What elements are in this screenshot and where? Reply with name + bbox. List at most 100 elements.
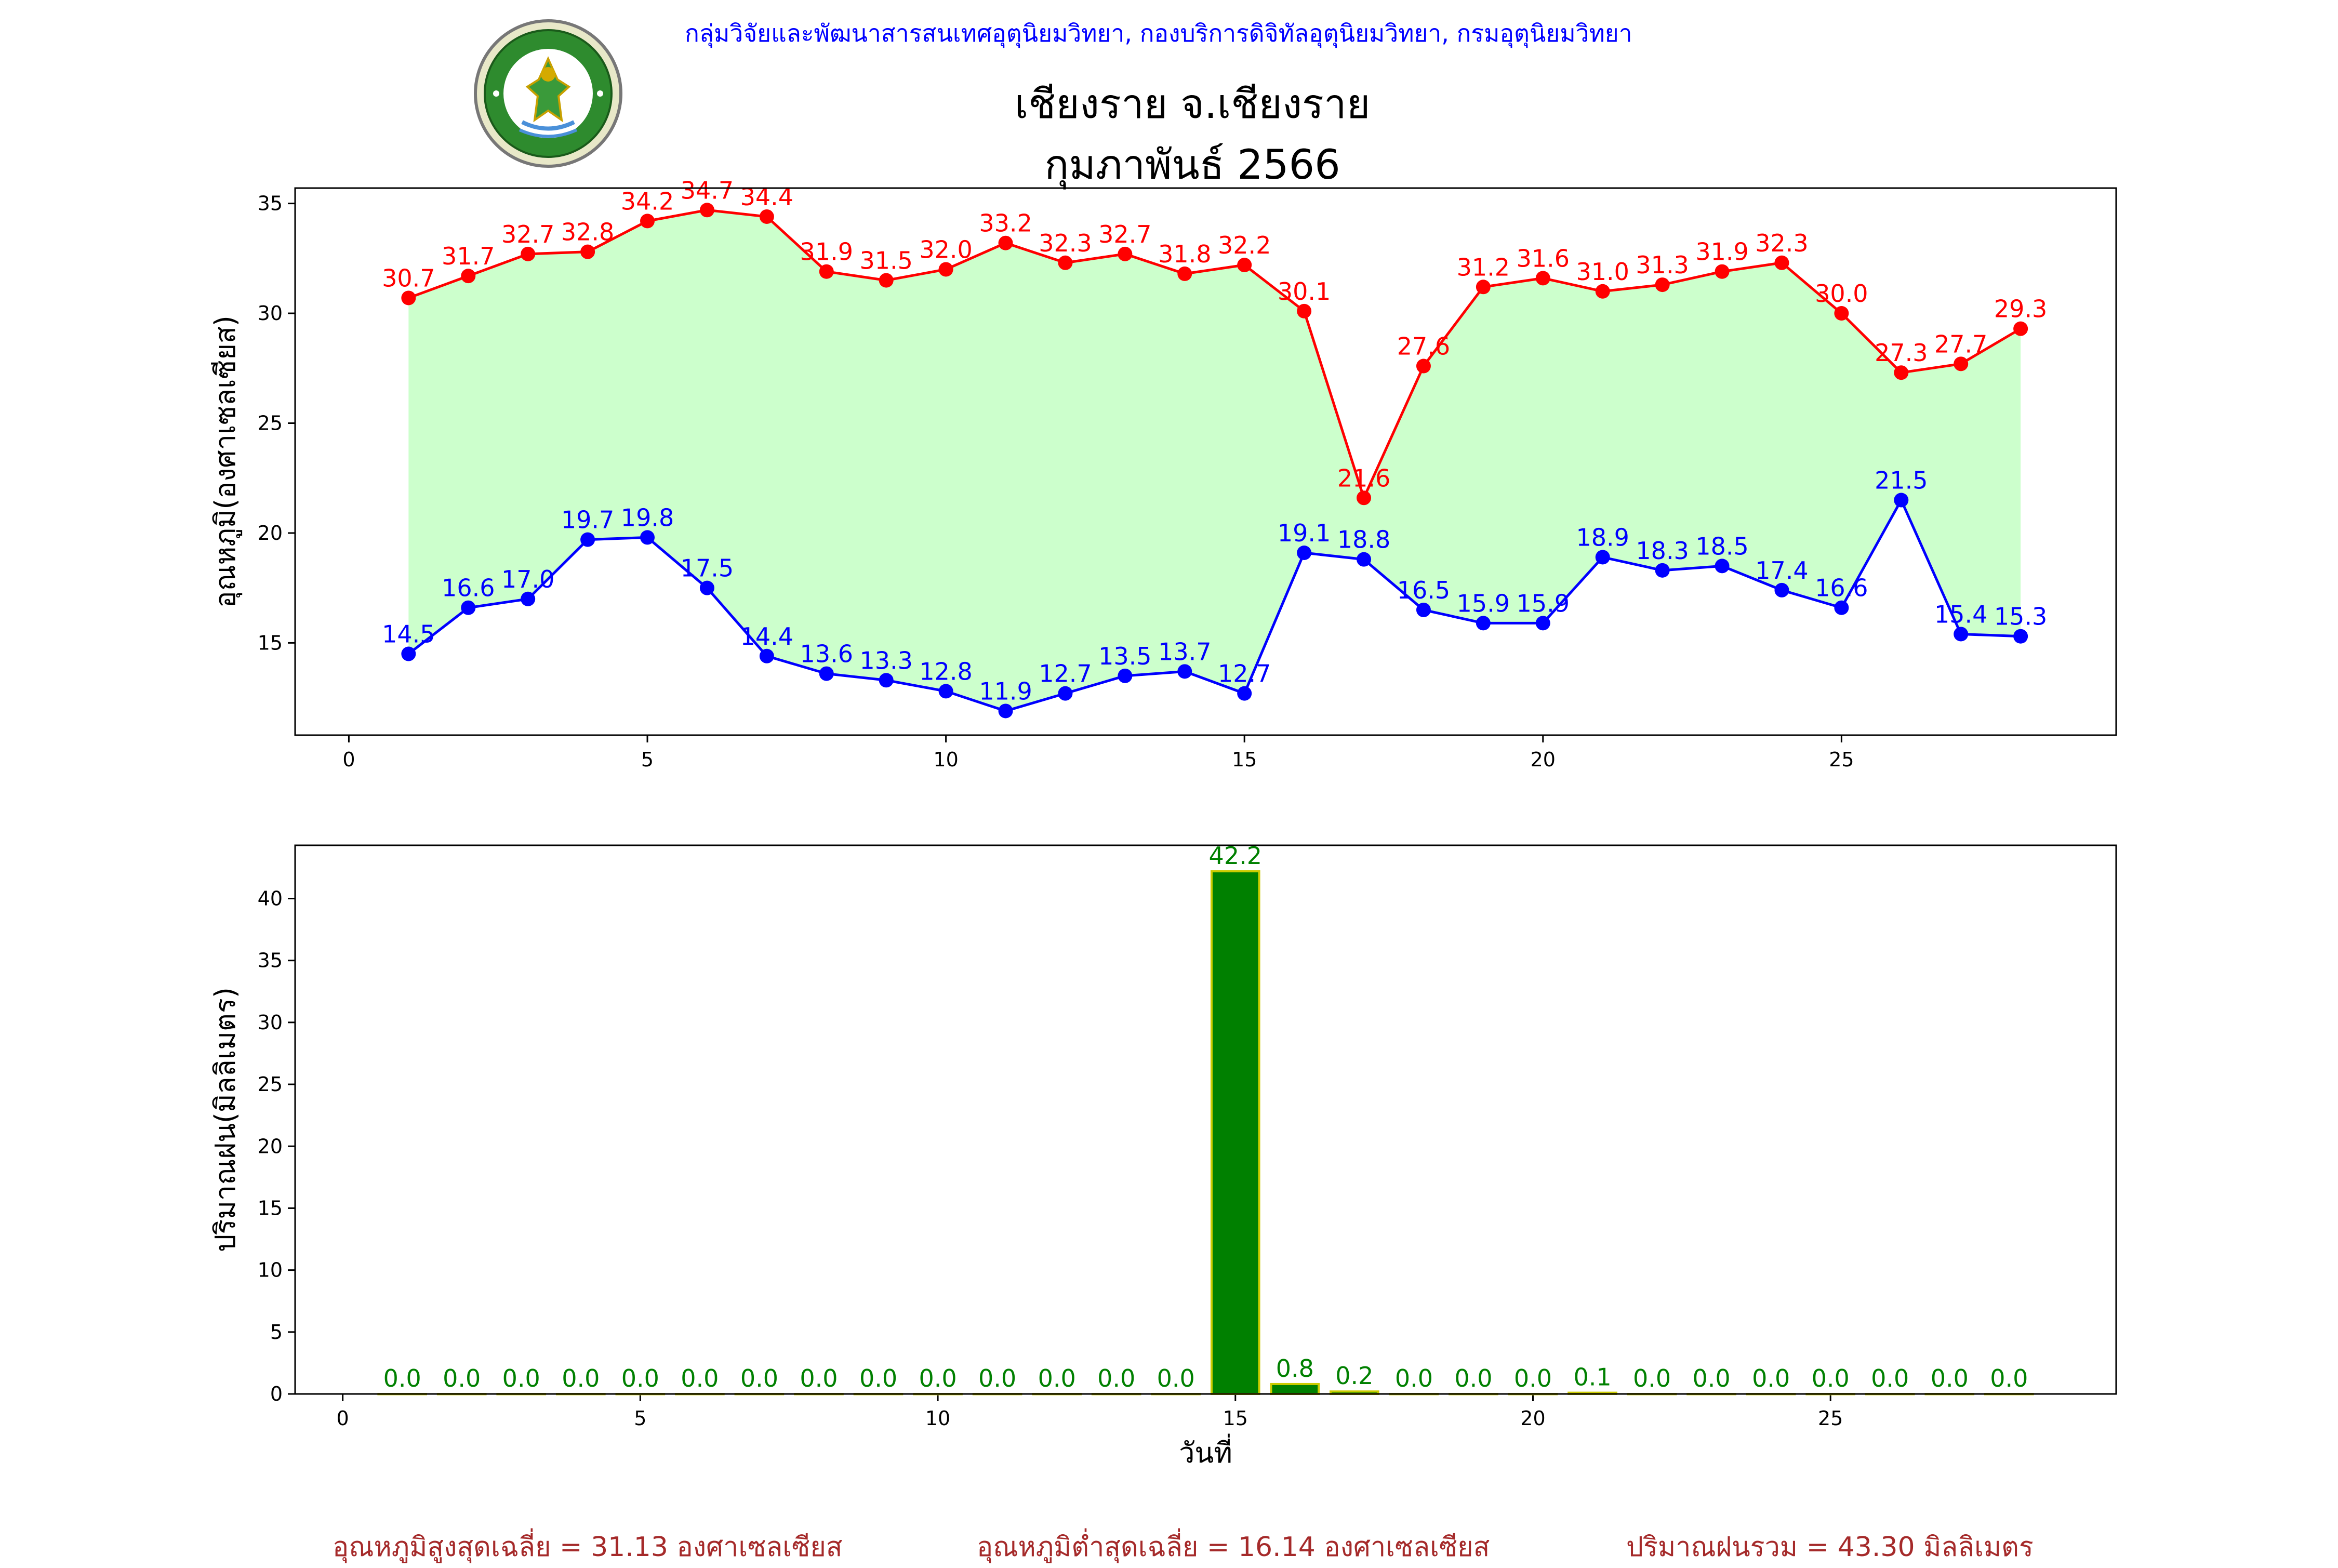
min-temperature-label: 18.8 [1337,526,1390,554]
temperature-y-tick-label: 35 [258,192,283,215]
min-temperature-label: 15.9 [1457,589,1510,617]
rainfall-x-tick-label: 5 [634,1407,646,1430]
rainfall-label: 0.0 [681,1364,719,1392]
max-temperature-point [461,269,476,284]
min-temperature-label: 17.5 [681,554,734,582]
max-temperature-label: 27.7 [1934,330,1987,358]
min-temperature-labels: 14.516.6 17.019.7 19.817.514.413.6 13.3 12.8… [382,467,2047,706]
max-temperature-label: 31.9 [800,238,853,266]
rainfall-y-tick-label: 5 [270,1321,283,1344]
rainfall-label: 0.2 [1335,1362,1373,1390]
avg-min-summary: อุณหภูมิต่ำสุดเฉลี่ย = 16.14 องศาเซลเซีย… [977,1532,1490,1563]
meteorological-department-logo [474,19,622,168]
min-temperature-label: 18.9 [1576,523,1629,551]
min-temperature-line [407,497,2021,713]
min-temperature-point [1416,602,1431,617]
min-temperature-label: 12.7 [1218,660,1271,688]
min-temperature-label: 19.1 [1278,519,1331,547]
max-temperature-label: 32.3 [1755,229,1808,257]
rainfall-y-tick-label: 0 [270,1383,283,1405]
min-temperature-point [1595,550,1610,565]
rainfall-y-tick-label: 25 [258,1073,283,1096]
rainfall-label: 0.1 [1573,1363,1611,1391]
min-temperature-label: 16.6 [1815,574,1868,602]
rainfall-label: 0.0 [1752,1364,1790,1392]
max-temperature-point [1774,255,1789,270]
max-temperature-point [1535,271,1550,286]
min-temperature-points [401,493,2028,719]
rainfall-label: 0.8 [1276,1354,1314,1383]
max-temperature-label: 31.8 [1158,240,1211,268]
max-temperature-point [1954,356,1969,371]
rainfall-x-tick-label: 0 [337,1407,349,1430]
min-temperature-point [461,600,476,615]
max-temperature-label: 32.3 [1039,229,1092,257]
min-temperature-label: 14.4 [740,622,793,650]
temperature-y-axis-label: อุณหภูมิ(องศาเซลเซียส) [209,315,243,608]
min-temperature-point [1237,686,1252,701]
min-temperature-label: 12.7 [1039,660,1092,688]
temperature-y-tick-label: 30 [258,302,283,325]
max-temperature-point [759,209,774,224]
max-temperature-point [879,273,894,288]
rainfall-label: 0.0 [1097,1364,1135,1392]
max-temperature-point [1834,306,1849,321]
rainfall-label: 0.0 [562,1364,600,1392]
max-temperature-point [1297,303,1312,318]
min-temperature-point [819,666,834,681]
min-temperature-point [1715,559,1730,574]
temperature-x-tick-label: 5 [641,748,654,771]
min-temperature-point [998,703,1013,719]
max-temperature-label: 31.7 [442,242,495,270]
min-temperature-point [1834,600,1849,615]
rainfall-label: 0.0 [978,1364,1016,1392]
max-temperature-label: 32.0 [919,235,972,263]
temperature-x-tick-label: 25 [1829,748,1854,771]
min-temperature-point [879,673,894,688]
rainfall-bars [377,870,2034,1396]
temperature-range-fill [408,210,2021,711]
max-temperature-label: 32.7 [1098,220,1151,248]
max-temperature-points [401,203,2028,506]
max-temperature-point [580,244,595,259]
rainfall-plot-frame [294,844,2117,1395]
rainfall-label: 0.0 [1454,1364,1492,1392]
min-temperature-point [1118,668,1133,683]
rainfall-label: 0.0 [1871,1364,1909,1392]
min-temperature-point [1357,552,1372,567]
min-temperature-point [1177,664,1192,679]
max-temperature-label: 31.0 [1576,258,1629,286]
min-temperature-point [580,532,595,547]
rainfall-y-tick-label: 30 [258,1011,283,1034]
min-temperature-label: 16.5 [1397,576,1450,604]
temperature-plot-frame [294,187,2117,736]
rainfall-bar [1270,1383,1320,1395]
max-temperature-label: 31.2 [1457,253,1510,281]
rainfall-labels: 0.0 0.0 0.0 0.0 0.0 0.0 0.0 0.0 0.0 0.0 0.0 0.0 0.0 0… [383,842,2028,1392]
max-temperature-label: 31.6 [1517,244,1570,272]
max-temperature-label: 34.4 [740,183,793,211]
temperature-x-tick-label: 20 [1531,748,1556,771]
max-temperature-label: 30.0 [1815,280,1868,308]
rainfall-label: 0.0 [859,1364,897,1392]
rainfall-y-tick-label: 40 [258,887,283,910]
max-temperature-point [1118,246,1133,261]
max-temperature-labels: 30.731.732.7 32.834.2 34.7 34.431.9 31.5 32.0… [382,176,2047,492]
avg-max-summary: อุณหภูมิสูงสุดเฉลี่ย = 31.13 องศาเซลเซีย… [333,1532,843,1563]
min-temperature-point [1476,616,1491,631]
min-temperature-label: 15.3 [1994,603,2047,631]
temperature-y-tick-label: 25 [258,411,283,434]
max-temperature-label: 31.5 [859,247,912,275]
min-temperature-point [938,684,953,699]
min-temperature-label: 15.9 [1517,589,1570,617]
min-temperature-point [759,648,774,663]
min-temperature-point [1655,563,1670,578]
min-temperature-label: 17.4 [1755,556,1808,584]
min-temperature-point [1894,493,1909,508]
max-temperature-label: 21.6 [1337,464,1390,492]
max-temperature-point [1476,280,1491,295]
min-temperature-label: 17.0 [501,565,554,593]
max-temperature-point [2013,321,2028,336]
